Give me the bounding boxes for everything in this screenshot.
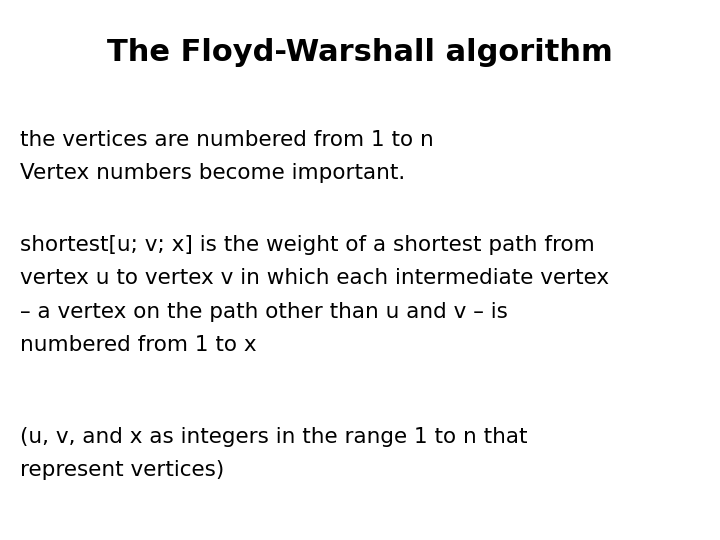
Text: – a vertex on the path other than u and v – is: – a vertex on the path other than u and …	[20, 302, 508, 322]
Text: The Floyd-Warshall algorithm: The Floyd-Warshall algorithm	[107, 38, 613, 67]
Text: the vertices are numbered from 1 to n: the vertices are numbered from 1 to n	[20, 130, 434, 150]
Text: shortest[u; v; x] is the weight of a shortest path from: shortest[u; v; x] is the weight of a sho…	[20, 235, 595, 255]
Text: vertex u to vertex v in which each intermediate vertex: vertex u to vertex v in which each inter…	[20, 268, 609, 288]
Text: Vertex numbers become important.: Vertex numbers become important.	[20, 163, 405, 183]
Text: numbered from 1 to x: numbered from 1 to x	[20, 335, 257, 355]
Text: represent vertices): represent vertices)	[20, 460, 225, 480]
Text: (u, v, and x as integers in the range 1 to n that: (u, v, and x as integers in the range 1 …	[20, 427, 528, 447]
